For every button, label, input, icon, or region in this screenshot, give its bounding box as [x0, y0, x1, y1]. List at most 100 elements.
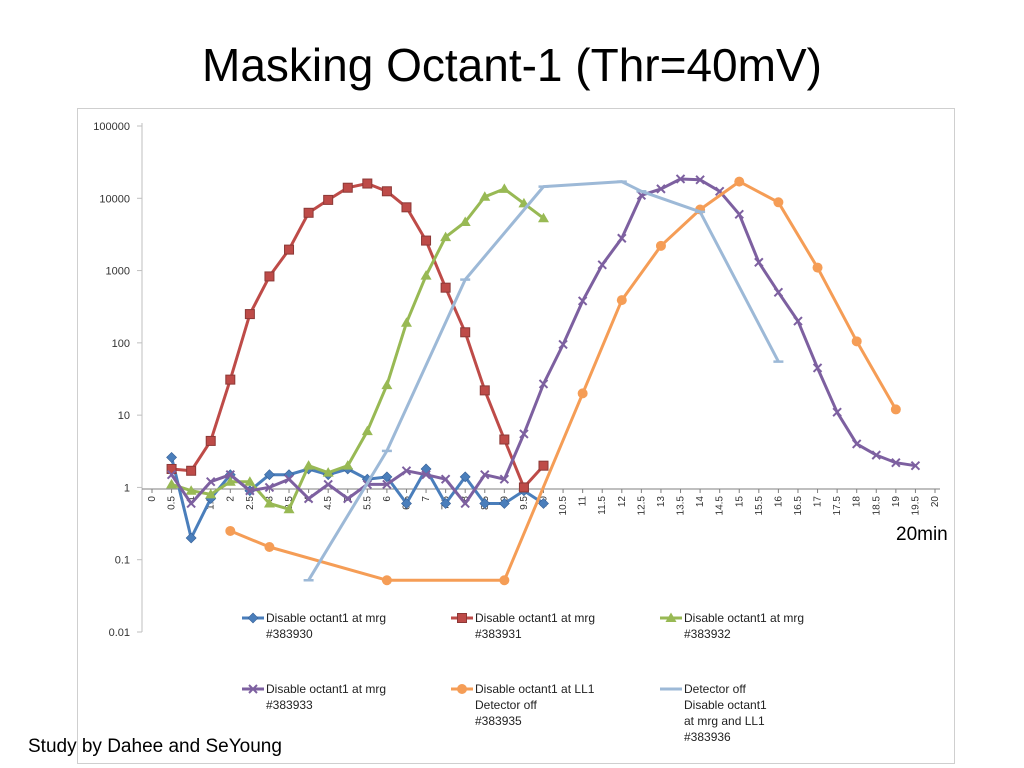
data-point-series-5: [577, 388, 588, 399]
legend-label: Detector off: [475, 698, 537, 712]
data-point-series-4: [245, 486, 255, 496]
data-point-series-4: [617, 233, 627, 243]
data-point-series-3: [440, 231, 452, 242]
legend-swatch-marker: [665, 612, 677, 622]
x-tick-label: 17: [813, 496, 824, 508]
y-tick-label: 10: [118, 410, 130, 422]
x-tick-label: 0.5: [167, 496, 178, 510]
legend-label: Disable octant1 at mrg: [266, 611, 386, 625]
data-point-series-3: [303, 460, 315, 470]
y-tick-label: 1: [124, 482, 130, 494]
legend-label: #383936: [684, 730, 731, 744]
data-point-series-3: [361, 425, 373, 436]
data-point-series-2: [244, 309, 255, 320]
data-point-series-3: [538, 212, 549, 223]
data-point-series-3: [244, 476, 256, 486]
legend-label: #383932: [684, 627, 731, 641]
data-point-series-4: [558, 339, 568, 350]
x-tick-label: 13: [656, 496, 667, 508]
x-tick-label: 18.5: [871, 496, 882, 516]
data-point-series-4: [460, 498, 470, 509]
legend-label: Disable octant1 at mrg: [684, 611, 804, 625]
data-point-series-2: [323, 194, 334, 205]
data-point-series-2: [303, 207, 314, 218]
x-tick-label: 17.5: [832, 496, 843, 516]
x-tick-label: 15: [734, 496, 745, 508]
legend-swatch-marker: [248, 684, 258, 694]
data-point-series-3: [224, 476, 236, 486]
data-point-series-2: [401, 202, 412, 213]
x-tick-label: 9.5: [519, 496, 530, 510]
data-point-series-4: [812, 363, 823, 373]
data-point-series-5: [264, 541, 275, 552]
x-tick-label: 11: [578, 496, 589, 507]
data-point-series-3: [342, 460, 354, 470]
data-point-series-5: [655, 240, 666, 251]
data-point-series-4: [871, 450, 881, 460]
x-axis-unit-note: 20min: [896, 524, 948, 545]
data-point-series-4: [910, 460, 921, 471]
legend-swatch-marker: [247, 612, 259, 624]
x-tick-label: 12.5: [636, 496, 647, 516]
data-point-series-5: [812, 262, 823, 273]
data-point-series-4: [264, 482, 275, 493]
data-point-series-4: [793, 316, 803, 326]
data-point-series-4: [891, 457, 901, 468]
y-tick-label: 0.1: [115, 555, 130, 567]
x-tick-label: 19: [891, 496, 902, 508]
legend-label: Disable octant1 at mrg: [266, 682, 386, 696]
data-point-series-4: [832, 407, 842, 417]
data-point-series-3: [479, 191, 491, 201]
data-point-series-5: [225, 525, 236, 536]
data-point-series-2: [264, 271, 275, 282]
data-point-series-1: [264, 469, 275, 481]
legend-label: #383930: [266, 627, 313, 641]
data-point-series-4: [401, 466, 412, 476]
x-tick-label: 0: [147, 496, 158, 502]
data-point-series-3: [459, 216, 471, 226]
data-point-series-3: [420, 270, 432, 280]
data-point-series-5: [773, 197, 784, 208]
series-line-5: [229, 180, 898, 582]
data-point-series-4: [382, 479, 392, 490]
series-line-4: [170, 177, 916, 505]
legend-label: at mrg and LL1: [684, 714, 765, 728]
data-point-series-2: [538, 460, 549, 471]
y-tick-label: 100000: [93, 121, 130, 133]
data-point-series-4: [480, 469, 490, 480]
data-point-series-1: [185, 532, 197, 544]
x-tick-label: 18: [852, 496, 863, 508]
x-tick-label: 1: [186, 496, 197, 502]
x-tick-label: 14.5: [715, 496, 726, 516]
data-point-series-1: [381, 471, 393, 483]
legend-label: Disable octant1 at LL1: [475, 682, 595, 696]
data-point-series-4: [656, 184, 666, 194]
data-point-series-2: [342, 182, 353, 193]
x-tick-label: 20: [930, 496, 941, 508]
y-tick-label: 10000: [99, 193, 130, 205]
data-point-series-4: [323, 479, 333, 490]
data-point-series-4: [773, 287, 784, 298]
data-point-series-4: [225, 469, 236, 480]
x-tick-label: 10.5: [558, 496, 569, 516]
y-tick-label: 1000: [106, 266, 130, 278]
legend-swatch-marker: [457, 613, 467, 623]
credit-text: Study by Dahee and SeYoung: [28, 736, 282, 757]
slide-title: Masking Octant-1 (Thr=40mV): [202, 39, 822, 91]
x-tick-label: 6: [382, 496, 393, 502]
data-point-series-4: [303, 493, 314, 504]
data-point-series-2: [460, 327, 471, 338]
data-point-series-4: [538, 379, 549, 389]
data-point-series-4: [284, 474, 294, 484]
data-point-series-1: [166, 452, 177, 463]
data-point-series-4: [597, 260, 607, 270]
data-point-series-5: [381, 575, 392, 586]
chart-area: 0.01 0.1 1 10 100 1000 10000 100000 0 0.5 11.5 2 2.5…: [77, 108, 955, 764]
data-point-series-2: [186, 465, 197, 476]
data-point-series-1: [459, 471, 471, 483]
data-point-series-4: [186, 498, 196, 509]
data-point-series-1: [498, 498, 510, 509]
data-point-series-4: [675, 174, 686, 184]
y-tick-label: 0.01: [109, 627, 130, 639]
data-point-series-4: [519, 429, 529, 439]
